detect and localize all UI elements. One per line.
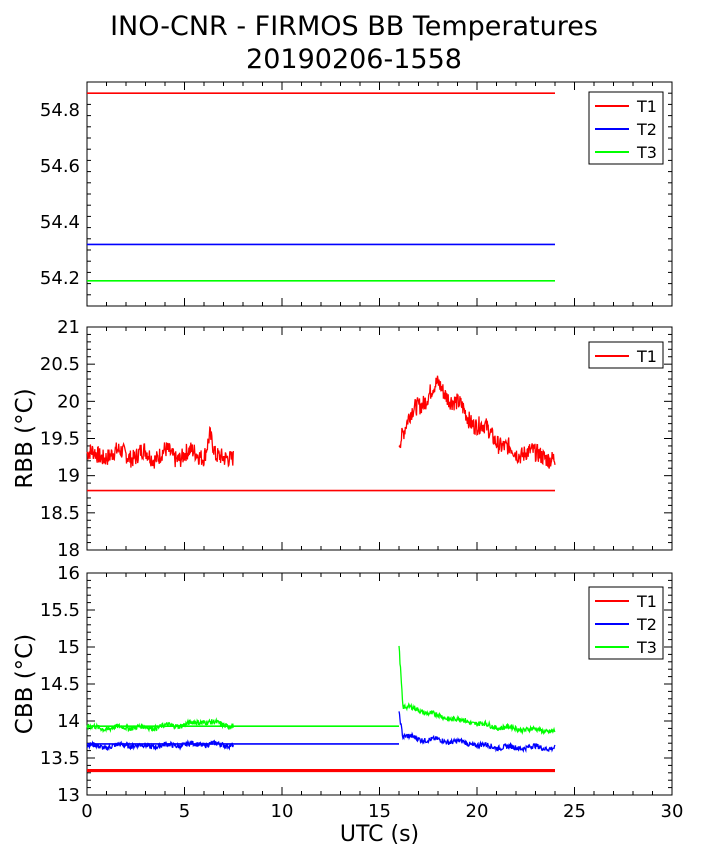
x-tick-label: 20 — [466, 801, 489, 822]
legend-label-t3: T3 — [636, 638, 657, 657]
y-axis-label: CBB (°C) — [12, 634, 38, 734]
y-tick-label: 54.2 — [40, 268, 80, 289]
x-tick-label: 10 — [271, 801, 294, 822]
y-tick-label: 14.5 — [40, 674, 80, 695]
y-tick-label: 20.5 — [40, 354, 80, 375]
y-tick-label: 19.5 — [40, 429, 80, 450]
panel-cbb: 0 5 10 15 20 25 30 13 13.5 14 14.5 15 15.5 16 CBB (°C)… — [12, 563, 683, 847]
panel-rbb: 18 18.5 19 19.5 20 20.5 21 RBB (°C) T1 — [12, 317, 673, 561]
plot-frame — [86, 572, 673, 796]
y-tick-label: 13.5 — [40, 748, 80, 769]
legend-label-t3: T3 — [636, 143, 657, 162]
legend-label-t1: T1 — [636, 592, 657, 611]
x-tick-label: 5 — [179, 801, 190, 822]
y-tick-label: 54.4 — [40, 212, 80, 233]
y-tick-label: 15 — [57, 637, 80, 658]
chart-subtitle-line: 20190206-1558 — [246, 44, 462, 75]
series-line-t2 — [398, 711, 556, 754]
y-tick-label: 14 — [57, 711, 80, 732]
chart-title-line: INO-CNR - FIRMOS BB Temperatures — [110, 11, 598, 42]
series-line-t3 — [86, 717, 234, 734]
legend-label-t2: T2 — [636, 120, 657, 139]
legend-label-t1: T1 — [636, 97, 657, 116]
x-tick-label: 30 — [661, 801, 684, 822]
x-axis-label: UTC (s) — [340, 822, 419, 847]
series-line-t3 — [398, 645, 556, 735]
panel-top: 54.2 54.4 54.6 54.8 T1 T2 T3 — [40, 81, 673, 307]
y-tick-label: 13 — [57, 785, 80, 806]
series-line-t1 — [398, 375, 556, 469]
y-axis-label: RBB (°C) — [12, 388, 38, 488]
chart-title: INO-CNR - FIRMOS BB Temperatures 2019020… — [0, 10, 708, 76]
series-line-t1 — [86, 426, 234, 469]
y-tick-label: 20 — [57, 391, 80, 412]
y-tick-label: 54.6 — [40, 156, 80, 177]
y-tick-label: 18 — [57, 540, 80, 561]
x-tick-label: 25 — [563, 801, 586, 822]
y-tick-label: 54.8 — [40, 100, 80, 121]
plot-frame — [86, 326, 673, 551]
x-tick-label: 0 — [81, 801, 92, 822]
legend-label-t1: T1 — [636, 347, 657, 366]
legend-label-t2: T2 — [636, 615, 657, 634]
x-tick-label: 15 — [368, 801, 391, 822]
series-line-t2 — [86, 739, 234, 751]
y-tick-label: 21 — [57, 317, 80, 338]
plot-frame — [86, 81, 673, 307]
y-tick-label: 19 — [57, 466, 80, 487]
y-tick-label: 16 — [57, 563, 80, 584]
y-tick-label: 15.5 — [40, 600, 80, 621]
y-tick-label: 18.5 — [40, 503, 80, 524]
